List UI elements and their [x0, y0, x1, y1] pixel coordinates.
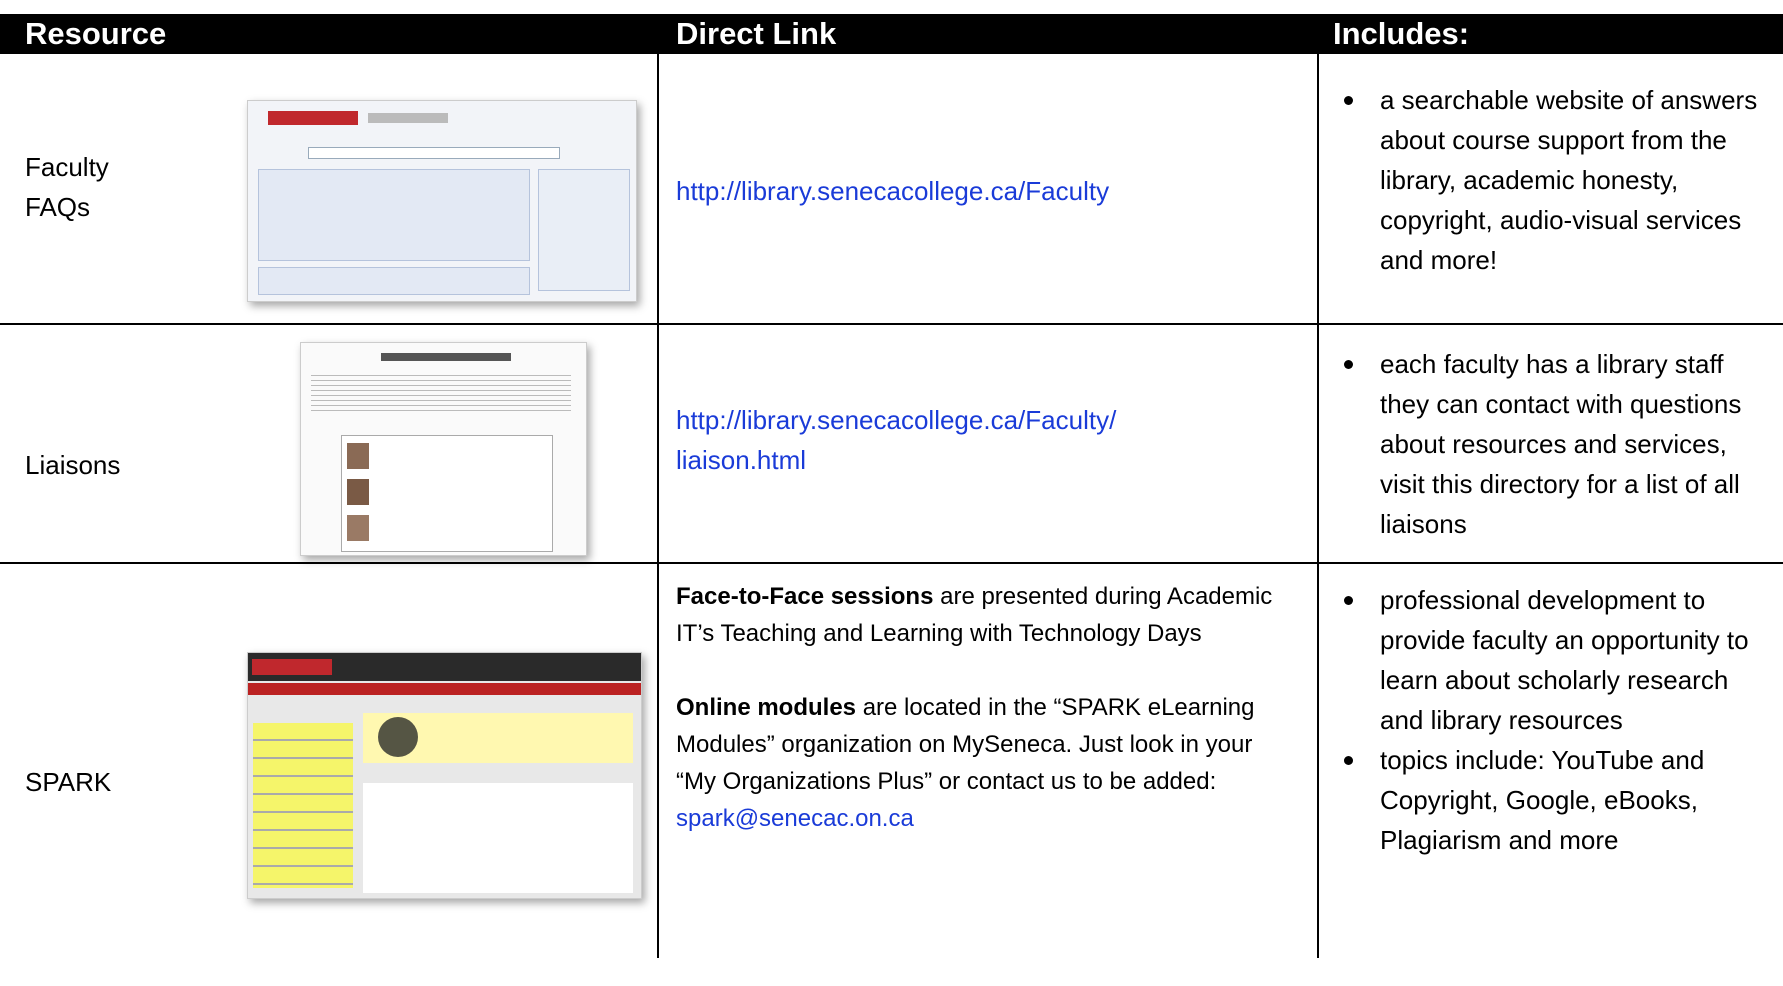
link-text[interactable]: http://library.senecacollege.ca/Faculty: [676, 176, 1110, 206]
bold-text: Face-to-Face sessions: [676, 583, 934, 610]
resource-name: Faculty FAQs: [25, 152, 109, 222]
header-cell: Includes:: [1333, 16, 1470, 51]
include-item: a searchable website of answers about co…: [1344, 80, 1775, 280]
resource-name: Liaisons: [25, 450, 121, 480]
includes-list: professional development to provide facu…: [1330, 580, 1775, 860]
description-paragraph: Face-to-Face sessions are presented duri…: [676, 578, 1296, 652]
include-item: professional development to provide facu…: [1344, 580, 1775, 740]
header-bar: [0, 14, 1783, 54]
column-border: [1317, 54, 1319, 958]
includes-list: each faculty has a library staff they ca…: [1330, 344, 1775, 544]
header-cell: Direct Link: [676, 16, 837, 51]
link-text[interactable]: http://library.senecacollege.ca/Faculty/…: [676, 405, 1117, 475]
description: Face-to-Face sessions are presented duri…: [676, 578, 1296, 837]
bold-text: Online modules: [676, 694, 857, 721]
screenshot-thumbnail: [247, 652, 642, 899]
email-link[interactable]: spark@senecac.on.ca: [676, 805, 914, 832]
screenshot-thumbnail: [300, 342, 587, 556]
body-text: are presented during Academic IT’s Teach…: [676, 583, 1273, 647]
row-border: [0, 562, 1783, 564]
column-border: [657, 54, 659, 958]
includes-list: a searchable website of answers about co…: [1330, 80, 1775, 280]
resource-link[interactable]: http://library.senecacollege.ca/Faculty/…: [676, 400, 1196, 480]
resource-name: SPARK: [25, 767, 112, 797]
body-text: are located in the “SPARK eLearning Modu…: [676, 694, 1255, 795]
row-border: [0, 323, 1783, 325]
resource-link[interactable]: http://library.senecacollege.ca/Faculty: [676, 171, 1236, 211]
screenshot-thumbnail: [247, 100, 637, 302]
include-item: topics include: YouTube and Copyright, G…: [1344, 740, 1775, 860]
description-paragraph: Online modules are located in the “SPARK…: [676, 689, 1296, 837]
header-cell: Resource: [25, 16, 167, 51]
include-item: each faculty has a library staff they ca…: [1344, 344, 1775, 544]
